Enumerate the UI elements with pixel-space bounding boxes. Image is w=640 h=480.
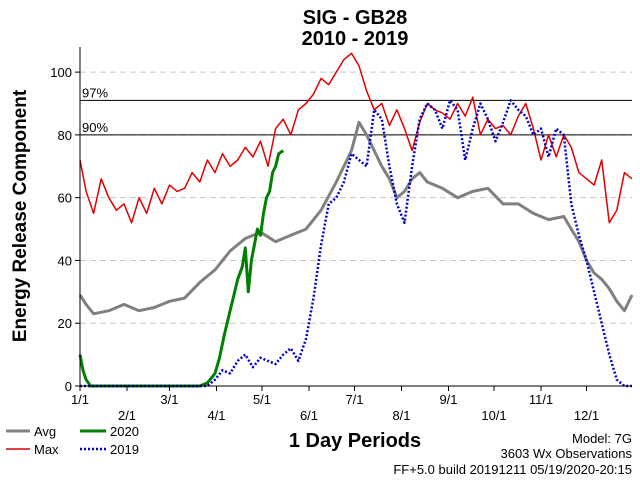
legend-label-avg: Avg [34,424,56,439]
x-tick-label-8: 9/1 [439,392,457,407]
x-tick-labels: 1/1 2/1 3/1 4/1 5/1 6/1 7/1 8/1 9/1 10/1 11/1 12/1 [71,392,599,423]
x-tick-label-6: 7/1 [345,392,363,407]
axes [75,47,632,391]
x-tick-label-4: 5/1 [253,392,271,407]
x-tick-label-10: 11/1 [529,392,553,407]
legend-label-2020: 2020 [110,424,139,439]
chart-title: SIG - GB28 [303,7,407,29]
series-line-max [79,52,633,224]
x-tick-label-1: 2/1 [118,408,136,423]
series-lines [78,52,634,388]
reference-label-1: 90% [82,120,108,135]
footer-model: Model: 7G [572,431,632,446]
y-tick-label-80: 80 [58,128,72,143]
x-tick-label-7: 8/1 [392,408,410,423]
legend: Avg Max 2020 2019 [6,424,139,457]
x-tick-label-0: 1/1 [71,392,89,407]
y-tick-label-40: 40 [58,253,72,268]
grid-lines [80,71,632,324]
y-axis-label: Energy Release Component [10,89,31,342]
x-tick-label-2: 3/1 [160,392,178,407]
y-tick-label-100: 100 [50,65,72,80]
footer: Model: 7G 3603 Wx Observations FF+5.0 bu… [393,431,632,477]
series-line-2019 [80,99,632,388]
y-tick-label-20: 20 [58,316,72,331]
footer-observations: 3603 Wx Observations [500,446,632,461]
series-line-2020 [78,149,285,388]
x-tick-label-11: 12/1 [574,408,599,423]
x-tick-label-3: 4/1 [207,408,225,423]
series-line-avg [78,120,634,316]
legend-label-2019: 2019 [110,442,139,457]
legend-label-max: Max [34,442,59,457]
reference-label-0: 97% [82,85,108,100]
y-tick-labels: 0 20 40 60 80 100 [50,65,72,394]
chart-subtitle: 2010 - 2019 [302,28,409,50]
reference-lines: 97% 90% [80,85,632,136]
x-tick-label-5: 6/1 [300,408,318,423]
x-tick-label-9: 10/1 [481,408,506,423]
x-axis-label: 1 Day Periods [289,430,421,452]
y-tick-label-60: 60 [58,191,72,206]
y-tick-label-0: 0 [65,379,72,394]
footer-build: FF+5.0 build 20191211 05/19/2020-20:15 [393,462,632,477]
